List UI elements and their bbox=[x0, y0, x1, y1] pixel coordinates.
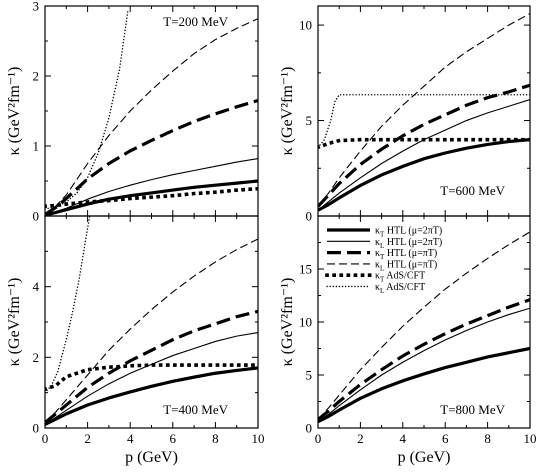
x-tick-label: 8 bbox=[212, 431, 219, 446]
temperature-label: T=200 MeV bbox=[163, 14, 228, 29]
series-line-thick-dot bbox=[318, 137, 530, 150]
y-tick-label: 0 bbox=[33, 421, 40, 436]
x-tick-label: 6 bbox=[442, 431, 449, 446]
x-tick-label: 2 bbox=[84, 431, 91, 446]
y-axis-title: κ (GeV²fm⁻¹) bbox=[6, 67, 23, 156]
x-tick-label: 8 bbox=[484, 431, 491, 446]
legend-label: κT AdS/CFT bbox=[375, 271, 425, 284]
series-line-thin-dash bbox=[318, 231, 530, 420]
temperature-label: T=600 MeV bbox=[440, 183, 505, 198]
series-line-thin-dot bbox=[45, 216, 91, 394]
series-line-thick-solid bbox=[45, 179, 258, 216]
series-line-thick-solid bbox=[45, 366, 258, 426]
series-line-thick-dash bbox=[45, 309, 258, 424]
series-line-thick-dot bbox=[45, 363, 258, 392]
series-line-thin-dash bbox=[318, 13, 530, 207]
x-tick-label: 10 bbox=[252, 431, 265, 446]
series-line-thick-dash bbox=[45, 98, 258, 216]
temperature-label: T=400 MeV bbox=[163, 402, 228, 417]
y-tick-label: 4 bbox=[33, 279, 40, 294]
series-line-thin-solid bbox=[318, 99, 530, 211]
panel-top-left: 0 1 2 3 κ (GeV²fm⁻¹) T=200 MeV bbox=[6, 0, 259, 224]
series-line-thick-solid bbox=[318, 346, 530, 424]
legend-label: κL HTL (μ=πT) bbox=[375, 259, 437, 272]
y-tick-label: 5 bbox=[306, 113, 313, 128]
y-tick-label: 2 bbox=[33, 350, 40, 365]
legend: κT HTL (μ=2πT)κL HTL (μ=2πT)κT HTL (μ=πT… bbox=[325, 226, 442, 295]
x-tick-label: 0 bbox=[42, 431, 49, 446]
legend-label: κL HTL (μ=2πT) bbox=[375, 237, 442, 250]
y-axis-title: κ (GeV²fm⁻¹) bbox=[279, 67, 296, 156]
series-line-thick-dot bbox=[45, 186, 258, 209]
y-tick-label: 1 bbox=[33, 139, 40, 154]
series-line-thin-dash bbox=[45, 238, 258, 424]
x-tick-label: 2 bbox=[357, 431, 364, 446]
x-axis-title: p (GeV) bbox=[398, 449, 451, 466]
y-tick-label: 5 bbox=[306, 368, 313, 383]
series-line-thick-solid bbox=[318, 138, 530, 212]
panel-top-right: 0 5 10 κ (GeV²fm⁻¹) T=600 MeV bbox=[279, 5, 531, 224]
x-tick-label: 6 bbox=[170, 431, 177, 446]
y-tick-label: 0 bbox=[306, 421, 313, 436]
legend-label: κL AdS/CFT bbox=[375, 282, 425, 295]
x-tick-label: 0 bbox=[315, 431, 322, 446]
y-tick-label: 10 bbox=[299, 315, 312, 330]
series-line-thin-solid bbox=[45, 158, 258, 216]
panel-bottom-left: 0 2 4 6 8 10 0 2 4 κ (GeV²fm⁻¹) p (GeV) T=400 MeV bbox=[6, 215, 265, 466]
x-axis-title: p (GeV) bbox=[125, 449, 178, 466]
legend-label: κT HTL (μ=πT) bbox=[375, 248, 437, 261]
panel-bottom-right: 0 2 4 6 8 10 0 5 10 15κ (GeV²fm⁻¹) p (GeV) T=800 Me… bbox=[279, 215, 537, 466]
series-line-thin-dash bbox=[45, 18, 258, 216]
y-tick-label: 15 bbox=[299, 262, 312, 277]
y-tick-label: 0 bbox=[33, 209, 40, 224]
y-tick-label: 10 bbox=[299, 18, 312, 33]
y-axis-title: κ (GeV²fm⁻¹) bbox=[6, 278, 23, 367]
series-line-thick-dash bbox=[318, 298, 530, 421]
series-line-thin-dot bbox=[45, 8, 129, 210]
series-line-thin-solid bbox=[45, 332, 258, 425]
legend-label: κT HTL (μ=2πT) bbox=[375, 226, 442, 239]
x-tick-label: 4 bbox=[127, 431, 134, 446]
series-line-thin-solid bbox=[318, 307, 530, 423]
y-tick-label: 0 bbox=[306, 209, 313, 224]
x-tick-label: 10 bbox=[524, 431, 537, 446]
x-tick-label: 4 bbox=[400, 431, 407, 446]
y-tick-label: 2 bbox=[33, 69, 40, 84]
y-tick-label: 3 bbox=[33, 0, 40, 14]
temperature-label: T=800 MeV bbox=[440, 402, 505, 417]
y-axis-title: κ (GeV²fm⁻¹) bbox=[279, 278, 296, 367]
series-line-thick-dash bbox=[318, 83, 530, 208]
